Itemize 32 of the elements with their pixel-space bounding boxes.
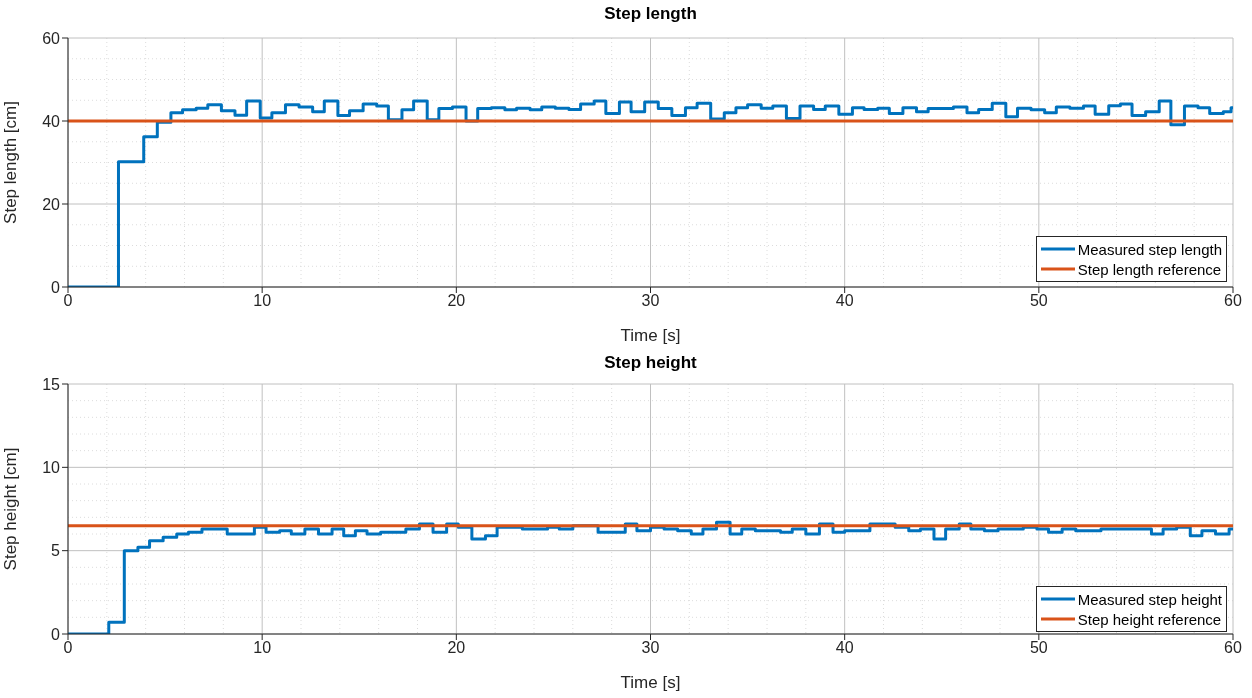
chart-title: Step length <box>603 4 698 24</box>
x-tick-label: 10 <box>253 292 272 310</box>
y-tick-label: 0 <box>51 278 61 296</box>
x-tick-label: 50 <box>1029 292 1048 310</box>
x-tick-label: 50 <box>1029 639 1048 657</box>
x-tick-label: 40 <box>835 292 854 310</box>
y-axis-title: Step length [cm] <box>1 101 21 224</box>
legend-label: Measured step length <box>1077 240 1222 258</box>
x-tick-label: 0 <box>63 639 73 657</box>
y-tick-label: 10 <box>42 459 61 477</box>
legend-label: Step length reference <box>1077 260 1222 278</box>
x-tick-label: 0 <box>63 292 73 310</box>
x-axis-title: Time [s] <box>620 673 681 692</box>
legend-label: Step height reference <box>1077 610 1222 628</box>
y-tick-label: 60 <box>42 29 61 47</box>
y-tick-label: 40 <box>42 112 61 130</box>
y-tick-label: 0 <box>51 625 61 643</box>
y-axis-title: Step height [cm] <box>1 447 21 571</box>
chart-title: Step height <box>603 353 698 373</box>
x-tick-label: 60 <box>1224 292 1242 310</box>
x-tick-label: 20 <box>447 292 466 310</box>
legend-label: Measured step height <box>1077 590 1222 608</box>
y-tick-label: 5 <box>51 542 61 560</box>
y-tick-label: 20 <box>42 195 61 213</box>
x-tick-label: 30 <box>641 639 660 657</box>
x-tick-label: 60 <box>1224 639 1242 657</box>
x-tick-label: 30 <box>641 292 660 310</box>
x-tick-label: 20 <box>447 639 466 657</box>
x-axis-title: Time [s] <box>620 326 681 345</box>
x-tick-label: 10 <box>253 639 272 657</box>
x-tick-label: 40 <box>835 639 854 657</box>
y-tick-label: 15 <box>42 375 61 393</box>
